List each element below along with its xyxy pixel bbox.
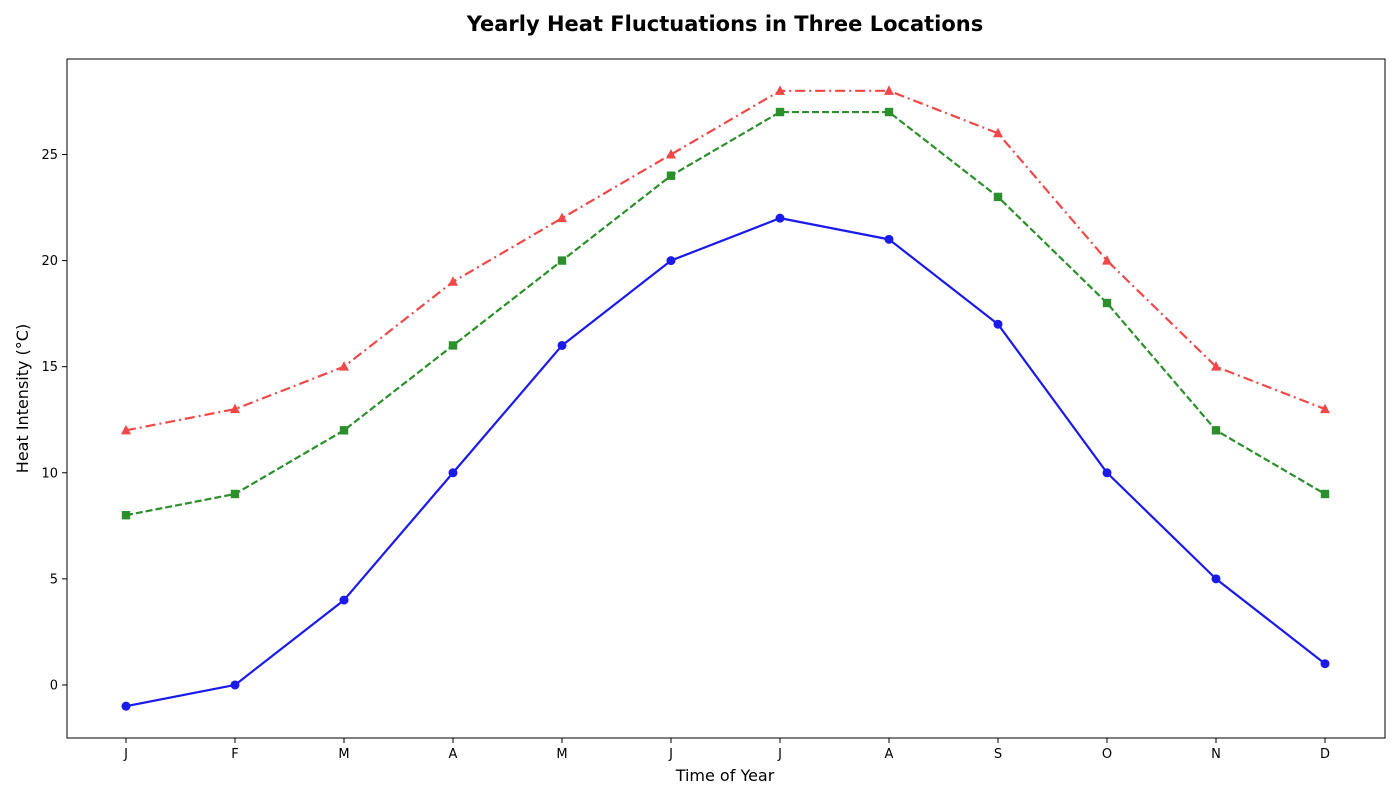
data-point bbox=[775, 107, 785, 117]
data-point bbox=[339, 595, 349, 605]
data-point bbox=[121, 701, 131, 711]
data-point bbox=[775, 85, 785, 95]
x-tick-label: O bbox=[1102, 747, 1112, 762]
series-3 bbox=[121, 85, 1330, 435]
series-line bbox=[125, 110, 1326, 517]
y-tick-label: 15 bbox=[41, 360, 58, 375]
data-point bbox=[448, 468, 458, 478]
data-point bbox=[448, 341, 458, 350]
data-point bbox=[1102, 468, 1112, 478]
x-tick-label: D bbox=[1320, 747, 1330, 762]
x-tick-label: M bbox=[338, 747, 349, 762]
data-point bbox=[557, 212, 567, 223]
x-axis-label: Time of Year bbox=[675, 766, 775, 785]
series-line bbox=[125, 89, 1326, 432]
x-tick-label: M bbox=[556, 747, 567, 762]
x-tick-label: A bbox=[449, 747, 458, 762]
data-point bbox=[339, 361, 349, 371]
y-axis: 0 5 10 15 20 25 bbox=[41, 148, 67, 693]
data-point bbox=[121, 511, 131, 520]
data-point bbox=[557, 340, 567, 350]
data-point bbox=[230, 489, 240, 499]
data-point bbox=[1102, 298, 1112, 308]
data-point bbox=[993, 319, 1003, 329]
data-point bbox=[1211, 426, 1221, 435]
series-1 bbox=[121, 213, 1330, 711]
y-tick-label: 0 bbox=[50, 678, 58, 693]
y-tick-label: 10 bbox=[41, 466, 58, 481]
data-point bbox=[1102, 255, 1112, 265]
y-tick-label: 20 bbox=[41, 254, 58, 269]
data-point bbox=[775, 213, 785, 223]
data-point bbox=[666, 171, 676, 180]
plot-area-frame bbox=[66, 58, 1386, 739]
data-point bbox=[339, 426, 349, 435]
x-tick-label: J bbox=[123, 747, 128, 762]
data-point bbox=[230, 403, 240, 414]
x-tick-label: S bbox=[994, 747, 1002, 762]
data-point bbox=[666, 148, 676, 159]
series-layer bbox=[121, 85, 1330, 711]
x-tick-label: F bbox=[231, 747, 238, 762]
data-point bbox=[993, 127, 1003, 138]
x-tick-label: N bbox=[1211, 747, 1221, 762]
y-axis-label: Heat Intensity (°C) bbox=[13, 324, 32, 473]
data-point bbox=[884, 107, 894, 117]
chart-title: Yearly Heat Fluctuations in Three Locati… bbox=[466, 12, 984, 36]
series-line bbox=[125, 217, 1326, 708]
y-tick-label: 5 bbox=[50, 572, 58, 587]
data-point bbox=[666, 256, 676, 266]
data-point bbox=[1211, 361, 1221, 371]
data-point bbox=[121, 424, 131, 435]
data-point bbox=[1320, 489, 1330, 499]
data-point bbox=[993, 192, 1003, 202]
data-point bbox=[884, 234, 894, 244]
data-point bbox=[557, 256, 567, 265]
data-point bbox=[1211, 574, 1221, 584]
data-point bbox=[448, 276, 458, 286]
data-point bbox=[230, 680, 240, 690]
data-point bbox=[1320, 403, 1330, 414]
x-tick-label: J bbox=[777, 747, 782, 762]
data-point bbox=[884, 85, 894, 95]
data-point bbox=[1320, 659, 1330, 669]
x-tick-label: A bbox=[885, 747, 894, 762]
x-tick-label: J bbox=[668, 747, 673, 762]
y-tick-label: 25 bbox=[41, 148, 58, 163]
series-2 bbox=[121, 107, 1330, 520]
